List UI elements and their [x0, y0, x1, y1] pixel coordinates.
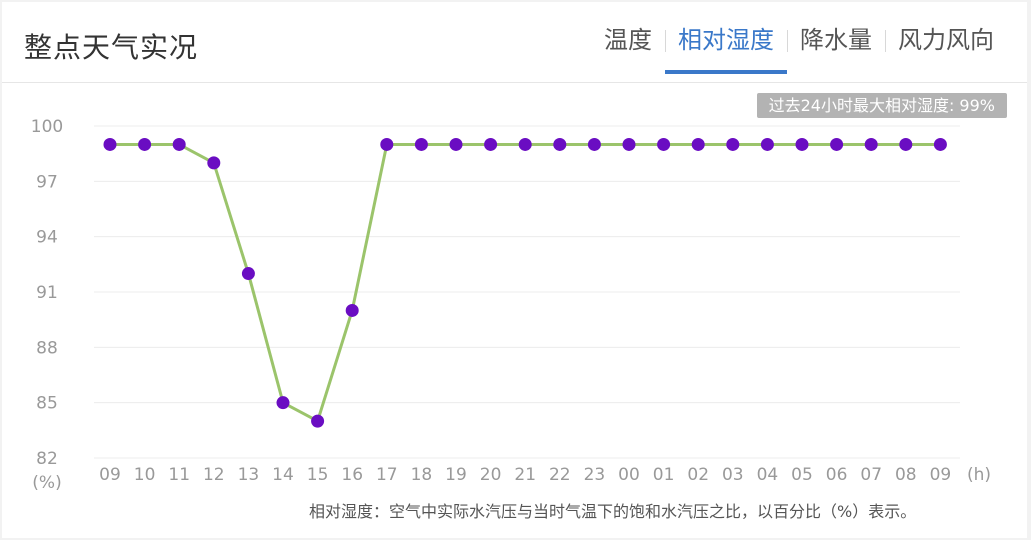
x-axis-unit: (h) — [967, 465, 991, 485]
tab-temperature[interactable]: 温度 — [604, 26, 652, 54]
data-point — [276, 396, 290, 410]
x-tick-label: 18 — [411, 465, 433, 485]
x-tick-label: 09 — [930, 465, 952, 485]
data-point — [484, 137, 498, 151]
x-tick-label: 21 — [514, 465, 536, 485]
tab-relative-humidity[interactable]: 相对湿度 — [665, 22, 787, 74]
x-tick-label: 07 — [860, 465, 882, 485]
max-humidity-badge: 过去24小时最大相对湿度: 99% — [756, 93, 1007, 118]
x-tick-label: 14 — [272, 465, 294, 485]
x-tick-label: 00 — [618, 465, 640, 485]
x-tick-label: 10 — [134, 465, 156, 485]
data-point — [553, 137, 567, 151]
x-tick-label: 19 — [445, 465, 467, 485]
data-point — [933, 137, 947, 151]
data-point — [726, 137, 740, 151]
data-point — [380, 137, 394, 151]
x-tick-label: 23 — [584, 465, 606, 485]
series-line — [110, 142, 941, 423]
x-tick-label: 06 — [826, 465, 848, 485]
x-tick-label: 20 — [480, 465, 502, 485]
data-point — [414, 137, 428, 151]
y-tick-label: 91 — [36, 283, 58, 303]
tab-precipitation[interactable]: 降水量 — [787, 22, 885, 74]
tab-bar: 温度 相对湿度 降水量 风力风向 — [591, 22, 1007, 82]
y-tick-label: 82 — [36, 449, 58, 469]
y-tick-label: 100 — [31, 117, 63, 137]
data-point — [864, 137, 878, 151]
data-point — [899, 137, 913, 151]
x-tick-label: 22 — [549, 465, 571, 485]
x-tick-label: 09 — [99, 465, 121, 485]
data-point — [172, 137, 186, 151]
data-point — [103, 137, 117, 151]
data-point — [795, 137, 809, 151]
footnote: 相对湿度：空气中实际水汽压与当时气温下的饱和水汽压之比，以百分比（%）表示。 — [309, 502, 917, 521]
data-point — [241, 267, 255, 281]
x-tick-label: 02 — [687, 465, 709, 485]
x-tick-label: 17 — [376, 465, 398, 485]
y-tick-label: 85 — [36, 394, 58, 414]
data-point — [138, 137, 152, 151]
data-point — [311, 414, 325, 428]
data-point — [622, 137, 636, 151]
data-point — [657, 137, 671, 151]
x-tick-label: 05 — [791, 465, 813, 485]
x-tick-label: 03 — [722, 465, 744, 485]
tab-wind[interactable]: 风力风向 — [885, 22, 1007, 74]
data-point — [518, 137, 532, 151]
card-header: 整点天气实况 温度 相对湿度 降水量 风力风向 — [2, 2, 1027, 83]
y-tick-label: 97 — [36, 172, 58, 192]
x-tick-label: 13 — [238, 465, 260, 485]
data-point — [691, 137, 705, 151]
data-point — [587, 137, 601, 151]
x-tick-label: 12 — [203, 465, 225, 485]
data-point — [830, 137, 844, 151]
data-point — [760, 137, 774, 151]
x-tick-label: 15 — [307, 465, 329, 485]
y-tick-label: 94 — [36, 228, 58, 248]
y-tick-label: 88 — [36, 338, 58, 358]
y-axis-unit: (%) — [32, 473, 61, 493]
data-point — [449, 137, 463, 151]
x-tick-label: 16 — [341, 465, 363, 485]
data-point — [207, 156, 221, 170]
x-tick-label: 04 — [757, 465, 779, 485]
x-tick-label: 11 — [168, 465, 190, 485]
data-point — [345, 303, 359, 317]
page-title: 整点天气实况 — [24, 31, 199, 64]
x-tick-label: 01 — [653, 465, 675, 485]
x-tick-label: 08 — [895, 465, 917, 485]
